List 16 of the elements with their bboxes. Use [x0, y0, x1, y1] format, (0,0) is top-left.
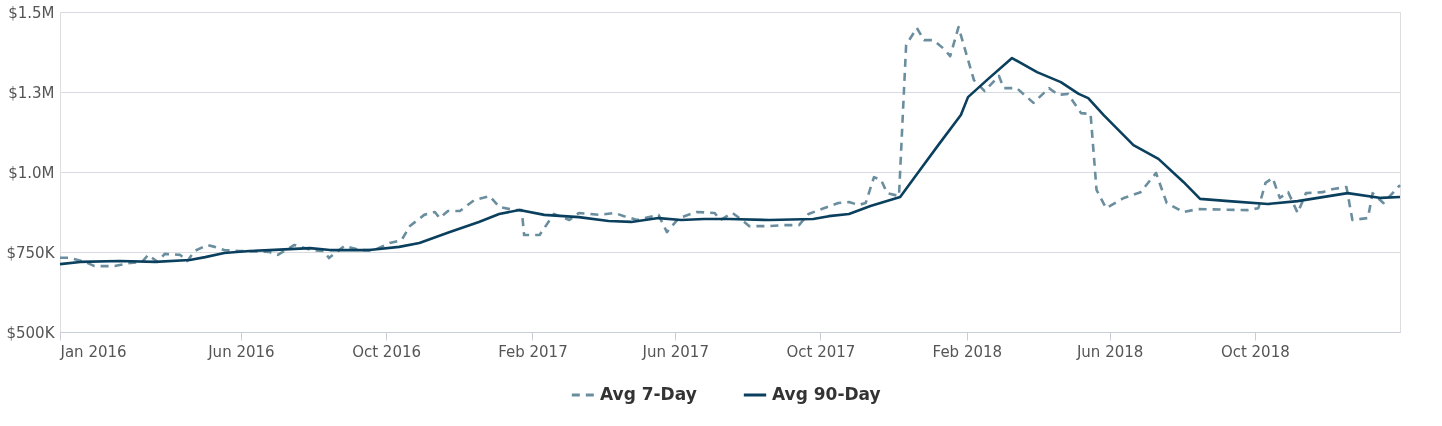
legend-label: Avg 90-Day: [772, 384, 881, 404]
x-tick-label: Oct 2018: [1220, 342, 1290, 361]
x-tick-label: Jan 2016: [59, 342, 127, 361]
x-tick-label: Oct 2016: [352, 342, 422, 361]
x-tick-label: Jun 2017: [641, 342, 709, 361]
x-tick-label: Jun 2018: [1075, 342, 1144, 361]
y-tick-label: $1.3M: [8, 83, 55, 102]
y-tick-label: $750K: [6, 243, 56, 262]
x-tick-label: Oct 2017: [786, 342, 856, 361]
y-tick-label: $1.5M: [8, 3, 55, 22]
x-tick-label: Feb 2017: [498, 342, 568, 361]
x-tick-label: Feb 2018: [932, 342, 1003, 361]
legend-label: Avg 7-Day: [600, 384, 697, 404]
y-tick-label: $1.0M: [8, 163, 55, 182]
x-tick-label: Jun 2016: [207, 342, 275, 361]
y-tick-label: $500K: [6, 323, 56, 342]
